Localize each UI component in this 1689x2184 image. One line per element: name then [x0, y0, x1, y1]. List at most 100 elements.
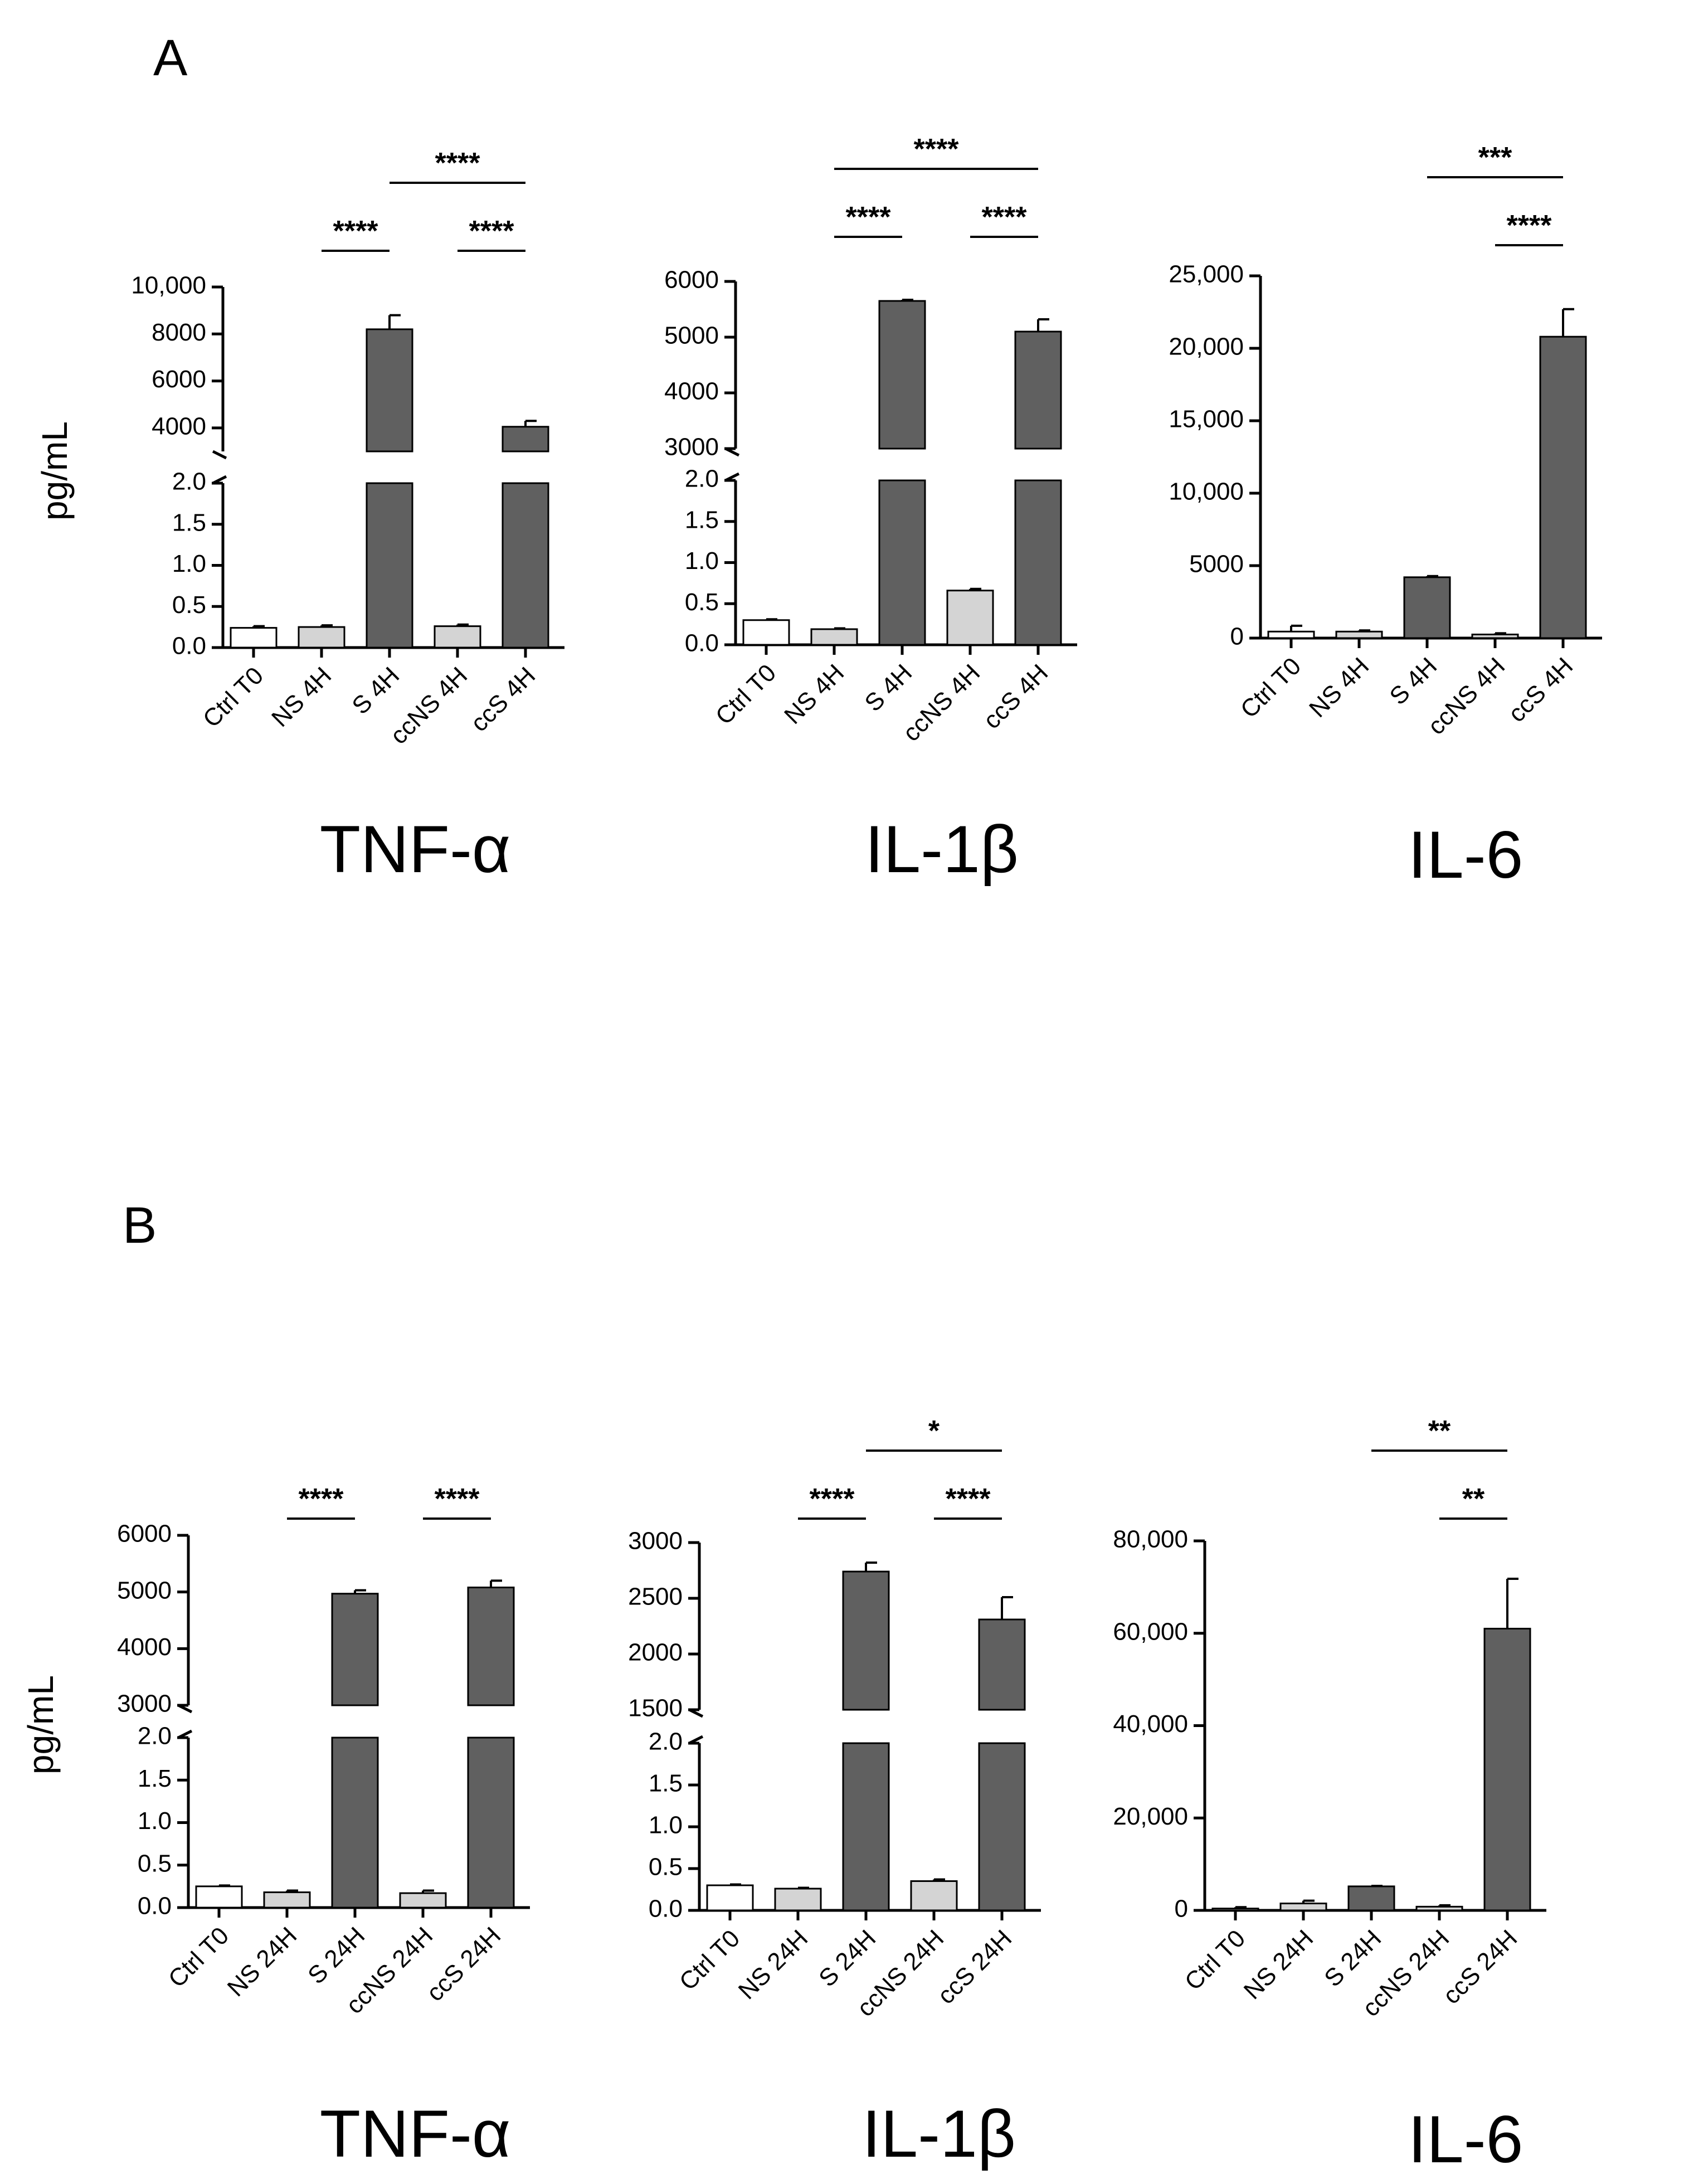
chart-title: IL-1β	[865, 812, 1019, 887]
bar	[810, 628, 858, 646]
bar	[1539, 335, 1587, 639]
y-tick-label: 8000	[152, 319, 206, 346]
bar-segment-upper	[1014, 330, 1062, 450]
bar	[1347, 1885, 1395, 1911]
significance-label: *	[928, 1415, 940, 1447]
significance-label: ****	[435, 147, 481, 179]
y-tick-label: 6000	[664, 266, 719, 294]
x-tick-label: S 24H	[814, 1925, 881, 1992]
x-tick-label: Ctrl T0	[1235, 653, 1306, 723]
x-tick-label: Ctrl T0	[710, 659, 781, 730]
y-tick-label: 6000	[117, 1520, 172, 1548]
x-tick-label: NS 24H	[222, 1922, 303, 2002]
bar-segment-upper	[842, 1570, 890, 1711]
significance-label: ****	[846, 201, 892, 234]
bar	[195, 1885, 243, 1909]
bar-segment-lower	[366, 482, 413, 649]
x-tick-label: NS 4H	[266, 662, 337, 732]
y-tick-label: 1.0	[649, 1812, 683, 1839]
y-tick-label: 25,000	[1169, 261, 1244, 288]
y-tick-label: 6000	[152, 366, 206, 393]
bar	[774, 1888, 822, 1911]
chart-title: TNF-α	[320, 2097, 511, 2171]
y-tick-label: 3000	[117, 1690, 172, 1718]
y-tick-label: 4000	[664, 378, 719, 405]
y-tick-label: 10,000	[131, 272, 206, 299]
y-tick-label: 40,000	[1113, 1710, 1188, 1738]
bar-segment-upper	[467, 1587, 515, 1706]
x-tick-label: ccS 4H	[978, 659, 1053, 735]
x-tick-label: S 24H	[303, 1922, 370, 1990]
bar	[230, 627, 278, 649]
significance-label: ****	[435, 1483, 480, 1515]
bar-segment-lower	[842, 1742, 890, 1911]
y-tick-label: 2.0	[138, 1723, 172, 1750]
significance-label: ****	[810, 1483, 855, 1515]
x-tick-label: ccS 24H	[421, 1922, 506, 2007]
y-tick-label: 80,000	[1113, 1526, 1188, 1553]
y-axis-label-b: pg/mL	[21, 1675, 61, 1774]
y-tick-label: 0.0	[685, 630, 719, 657]
bar	[1483, 1627, 1531, 1911]
y-tick-label: 1.0	[138, 1807, 172, 1835]
x-tick-label: ccS 24H	[932, 1925, 1017, 2010]
y-tick-label: 3000	[628, 1528, 683, 1555]
x-tick-label: S 4H	[1384, 653, 1442, 711]
significance-label: ****	[982, 201, 1028, 234]
y-tick-label: 5000	[1189, 551, 1244, 578]
y-tick-label: 4000	[152, 412, 206, 440]
bar	[1211, 1908, 1259, 1911]
bar-segment-upper	[331, 1593, 379, 1706]
bar-segment-upper	[978, 1618, 1026, 1711]
bar	[706, 1884, 754, 1911]
y-tick-label: 1.0	[172, 550, 206, 577]
bar	[399, 1892, 447, 1909]
y-tick-label: 20,000	[1169, 333, 1244, 361]
y-axis-label-a: pg/mL	[35, 421, 75, 521]
bar-segment-lower	[467, 1737, 515, 1909]
y-tick-label: 0.5	[172, 591, 206, 619]
bar-segment-lower	[878, 479, 926, 646]
y-tick-label: 2000	[628, 1639, 683, 1666]
y-tick-label: 0.5	[138, 1850, 172, 1877]
bar-segment-upper	[366, 328, 413, 453]
significance-label: ****	[299, 1483, 344, 1515]
y-tick-label: 4000	[117, 1633, 172, 1661]
y-tick-label: 0	[1175, 1895, 1188, 1923]
bar-segment-lower	[331, 1737, 379, 1909]
x-tick-label: NS 24H	[1239, 1925, 1319, 2005]
y-tick-label: 1.5	[138, 1765, 172, 1792]
bar	[263, 1891, 311, 1909]
x-tick-label: ccS 24H	[1438, 1925, 1522, 2010]
y-tick-label: 20,000	[1113, 1803, 1188, 1830]
y-tick-label: 10,000	[1169, 478, 1244, 505]
significance-label: ****	[1507, 210, 1552, 242]
y-tick-label: 0.0	[649, 1895, 683, 1923]
y-tick-label: 15,000	[1169, 406, 1244, 433]
panel-letter-a: A	[153, 30, 188, 86]
significance-label: ****	[333, 215, 379, 247]
bar	[298, 626, 345, 649]
y-tick-label: 2.0	[685, 465, 719, 493]
bar	[910, 1880, 958, 1911]
y-tick-label: 1.5	[649, 1770, 683, 1797]
y-tick-label: 2.0	[172, 468, 206, 495]
chart-title: IL-1β	[862, 2097, 1016, 2171]
significance-label: **	[1462, 1483, 1485, 1515]
y-tick-label: 60,000	[1113, 1618, 1188, 1645]
bar	[1335, 630, 1383, 639]
y-tick-label: 0.5	[685, 588, 719, 616]
y-tick-label: 2.0	[649, 1728, 683, 1755]
significance-label: ****	[914, 133, 960, 166]
y-tick-label: 1500	[628, 1695, 683, 1722]
x-tick-label: NS 24H	[733, 1925, 814, 2005]
bar-segment-upper	[878, 300, 926, 450]
chart-title: IL-6	[1408, 818, 1523, 892]
significance-label: ****	[946, 1483, 991, 1515]
significance-label: ****	[469, 215, 515, 247]
panel-letter-b: B	[123, 1197, 157, 1254]
x-tick-label: ccS 4H	[465, 662, 541, 737]
bar-segment-lower	[1014, 479, 1062, 646]
x-tick-label: NS 4H	[1304, 653, 1374, 723]
